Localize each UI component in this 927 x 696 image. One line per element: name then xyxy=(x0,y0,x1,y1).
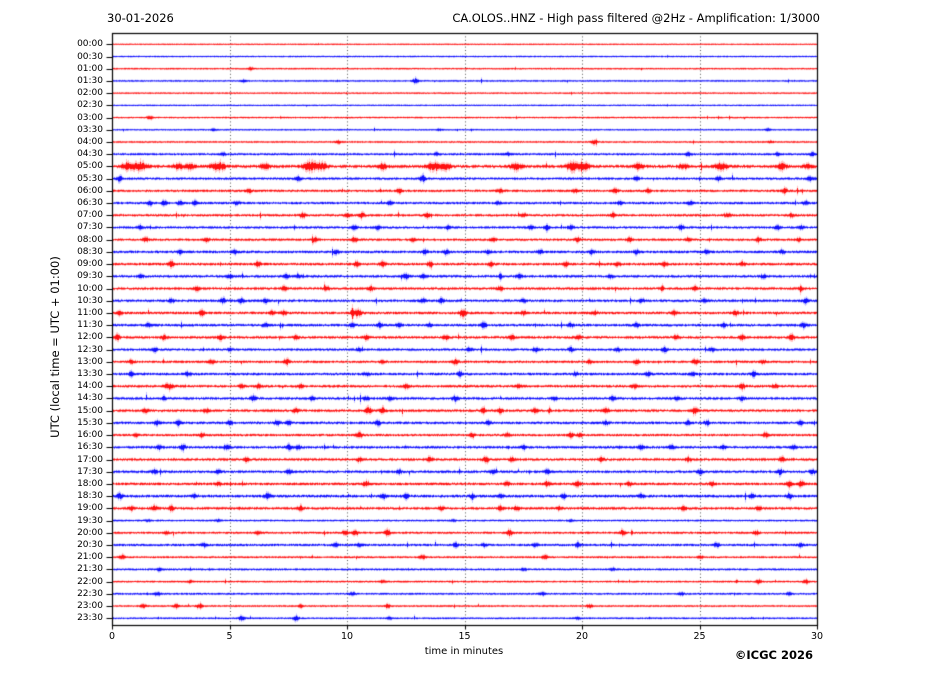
y-tick-label: 02:00 xyxy=(77,88,103,99)
y-tick-label: 13:30 xyxy=(77,369,103,380)
y-tick-label: 11:00 xyxy=(77,307,103,318)
y-tick-label: 00:30 xyxy=(77,51,103,62)
y-tick-label: 11:30 xyxy=(77,320,103,331)
y-tick-label: 12:30 xyxy=(77,344,103,355)
y-tick-label: 01:30 xyxy=(77,75,103,86)
y-tick-label: 22:00 xyxy=(77,576,103,587)
y-tick-label: 10:00 xyxy=(77,283,103,294)
y-tick-label: 04:30 xyxy=(77,149,103,160)
y-tick-label: 02:30 xyxy=(77,100,103,111)
y-tick-label: 05:00 xyxy=(77,161,103,172)
x-tick-label: 5 xyxy=(226,631,233,642)
y-tick-label: 15:00 xyxy=(77,405,103,416)
figure-title: CA.OLOS..HNZ - High pass filtered @2Hz -… xyxy=(452,11,820,25)
y-tick-label: 18:00 xyxy=(77,478,103,489)
x-tick-label: 0 xyxy=(108,631,116,642)
y-tick-label: 09:30 xyxy=(77,271,103,282)
y-tick-label: 20:30 xyxy=(77,539,103,550)
y-tick-label: 19:00 xyxy=(77,503,103,514)
y-tick-label: 17:30 xyxy=(77,466,103,477)
y-tick-label: 19:30 xyxy=(77,515,103,526)
y-tick-label: 10:30 xyxy=(77,295,103,306)
y-tick-label: 22:30 xyxy=(77,588,103,599)
y-tick-label: 07:00 xyxy=(77,210,103,221)
y-tick-label: 09:00 xyxy=(77,259,103,270)
y-tick-label: 21:00 xyxy=(77,552,103,563)
y-tick-label: 16:00 xyxy=(77,430,103,441)
y-tick-label: 20:00 xyxy=(77,527,103,538)
y-tick-label: 03:00 xyxy=(77,112,103,123)
y-tick-label: 04:00 xyxy=(77,136,103,147)
y-tick-label: 14:30 xyxy=(77,393,103,404)
y-tick-label: 08:00 xyxy=(77,234,103,245)
copyright-label: ©ICGC 2026 xyxy=(734,648,813,662)
y-tick-label: 07:30 xyxy=(77,222,103,233)
x-tick-label: 30 xyxy=(810,631,824,642)
y-tick-label: 06:00 xyxy=(77,185,103,196)
y-tick-label: 13:00 xyxy=(77,356,103,367)
y-tick-label: 15:30 xyxy=(77,417,103,428)
y-tick-label: 00:00 xyxy=(77,39,103,50)
x-tick-label: 15 xyxy=(458,631,471,642)
figure-date-label: 30-01-2026 xyxy=(107,11,174,25)
y-tick-label: 23:00 xyxy=(77,601,103,612)
y-tick-label: 01:00 xyxy=(77,63,103,74)
y-tick-label: 23:30 xyxy=(77,613,103,624)
y-tick-label: 12:00 xyxy=(77,332,103,343)
y-tick-label: 18:30 xyxy=(77,491,103,502)
x-axis-label: time in minutes xyxy=(424,646,504,657)
y-tick-label: 21:30 xyxy=(77,564,103,575)
y-tick-label: 16:30 xyxy=(77,442,103,453)
y-tick-label: 05:30 xyxy=(77,173,103,184)
y-tick-label: 17:00 xyxy=(77,454,103,465)
y-tick-label: 03:30 xyxy=(77,124,103,135)
x-tick-label: 25 xyxy=(693,631,706,642)
x-tick-label: 10 xyxy=(340,631,354,642)
x-tick-label: 20 xyxy=(575,631,589,642)
y-tick-label: 06:30 xyxy=(77,198,103,209)
y-tick-label: 14:00 xyxy=(77,381,103,392)
y-tick-label: 08:30 xyxy=(77,246,103,257)
